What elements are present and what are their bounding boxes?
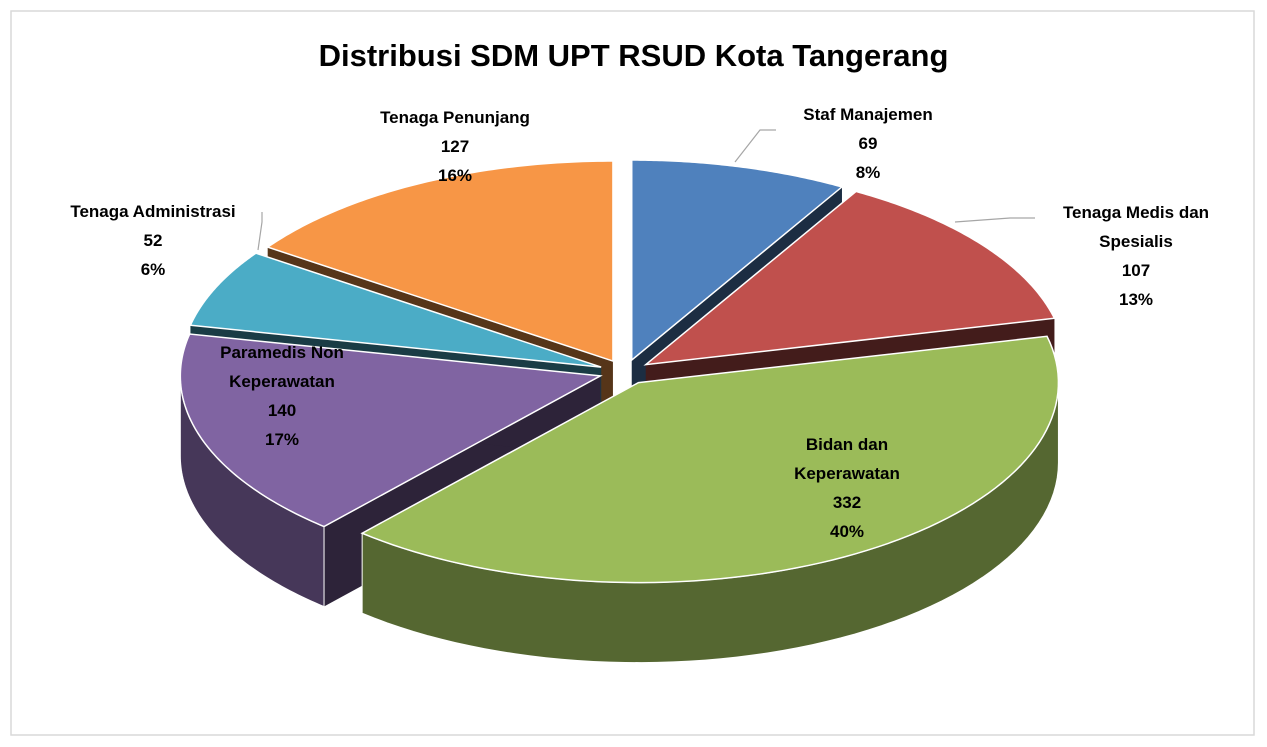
data-label: Tenaga Penunjang 127 16% <box>345 103 565 190</box>
value-label: 332 <box>832 493 862 512</box>
value-label: 52 <box>143 231 163 250</box>
data-label: Tenaga Administrasi 52 6% <box>43 197 263 284</box>
data-label: Paramedis Non Keperawatan 140 17% <box>197 338 367 454</box>
chart-title: Distribusi SDM UPT RSUD Kota Tangerang <box>318 38 949 73</box>
data-label: Staf Manajemen 69 8% <box>768 100 968 187</box>
slice <box>630 159 844 362</box>
value-label: 107 <box>1121 261 1151 280</box>
pie <box>179 159 1060 664</box>
value-label: 140 <box>267 401 297 420</box>
slice <box>643 190 1056 366</box>
percent-label: 16% <box>437 166 473 185</box>
category-label: Paramedis Non Keperawatan <box>220 343 344 391</box>
percent-label: 13% <box>1118 290 1154 309</box>
percent-label: 17% <box>264 430 300 449</box>
category-label: Bidan dan Keperawatan <box>794 435 900 483</box>
leader-line <box>734 129 776 163</box>
percent-label: 40% <box>829 522 865 541</box>
category-label: Tenaga Administrasi <box>70 202 236 221</box>
leader-line <box>954 217 1035 223</box>
value-label: 69 <box>858 134 878 153</box>
leader-line <box>257 212 263 251</box>
percent-label: 6% <box>140 260 166 279</box>
slice <box>179 333 603 528</box>
slice <box>189 252 602 368</box>
value-label: 127 <box>440 137 470 156</box>
percent-label: 8% <box>855 163 881 182</box>
category-label: Tenaga Medis dan Spesialis <box>1062 203 1210 251</box>
slice <box>360 335 1060 584</box>
category-label: Tenaga Penunjang <box>380 108 530 127</box>
data-label: Tenaga Medis dan Spesialis 107 13% <box>1036 198 1236 314</box>
slice <box>266 160 614 363</box>
category-label: Staf Manajemen <box>803 105 933 124</box>
data-label: Bidan dan Keperawatan 332 40% <box>767 430 927 546</box>
